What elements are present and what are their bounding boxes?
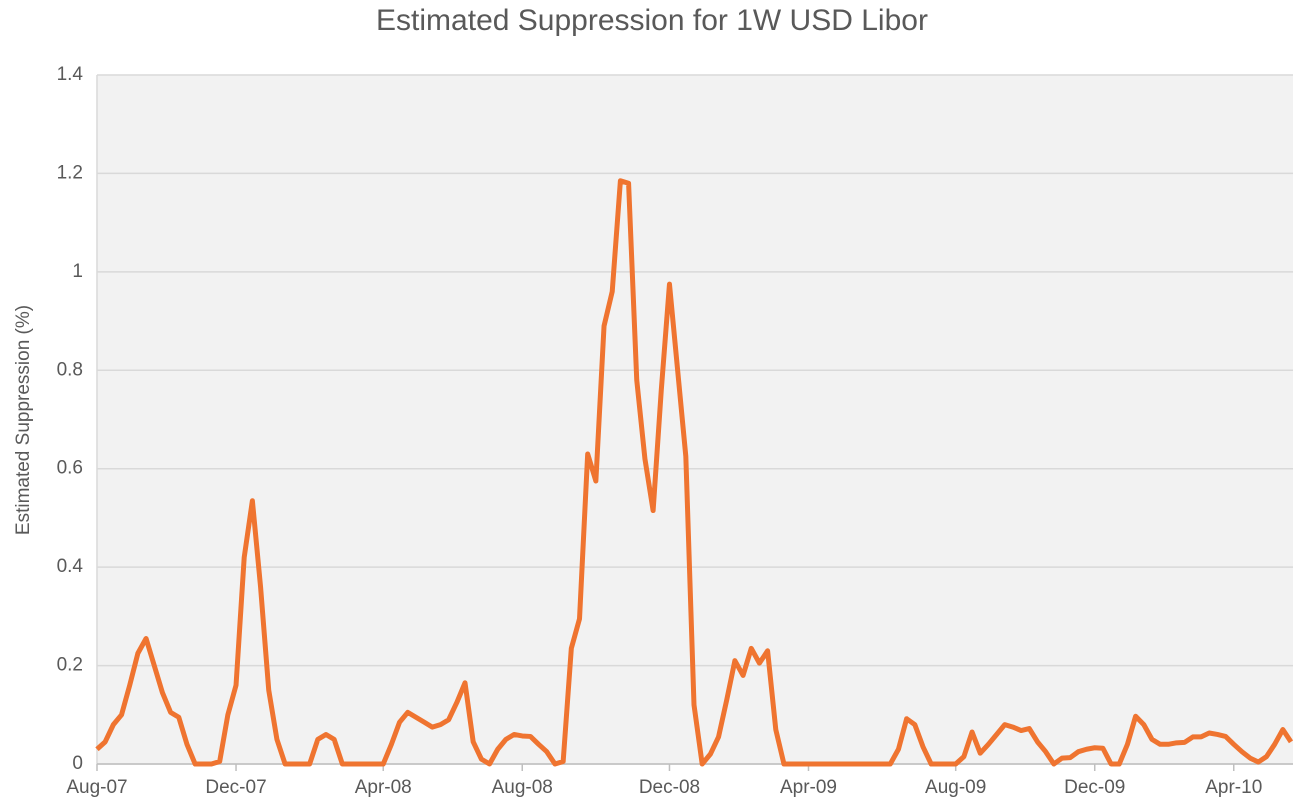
plot-background [97, 75, 1293, 764]
y-axis-label: Estimated Suppression (%) [13, 305, 34, 535]
x-tick-label: Aug-08 [492, 777, 553, 798]
x-tick-label: Dec-08 [639, 777, 700, 798]
y-tick-label: 0 [72, 753, 83, 774]
x-tick-label: Apr-08 [355, 777, 412, 798]
chart-title: Estimated Suppression for 1W USD Libor [376, 4, 928, 37]
x-tick-label: Apr-09 [780, 777, 837, 798]
x-tick-label: Apr-10 [1205, 777, 1262, 798]
y-tick-label: 0.4 [57, 556, 84, 577]
x-tick-label: Aug-09 [925, 777, 986, 798]
y-tick-label: 0.8 [57, 359, 83, 380]
y-tick-label: 1.2 [57, 162, 83, 183]
y-tick-label: 1.4 [57, 64, 84, 85]
y-tick-label: 1 [72, 261, 83, 282]
data-line [95, 178, 1293, 767]
x-tick-label: Dec-09 [1064, 777, 1125, 798]
y-tick-label: 0.6 [57, 458, 83, 479]
x-tick-label: Dec-07 [205, 777, 266, 798]
x-tick-label: Aug-07 [66, 777, 127, 798]
y-tick-label: 0.2 [57, 655, 83, 676]
